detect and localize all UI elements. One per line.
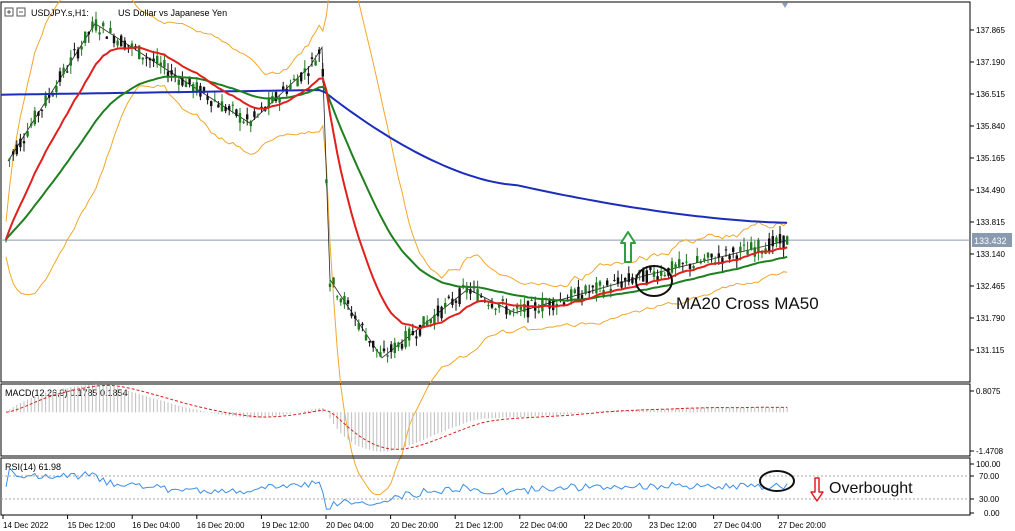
overbought-label: Overbought: [829, 480, 913, 497]
rsi-tick-100: 100.00: [976, 460, 1001, 469]
price-tick-label: 137.190: [976, 58, 1005, 67]
macd-title: MACD(12,26,9) 0.1785 0.1854: [5, 388, 128, 398]
time-label: 14 Dec 2022: [3, 521, 49, 530]
time-label: 16 Dec 04:00: [132, 521, 180, 530]
macd-panel[interactable]: MACD(12,26,9) 0.1785 0.1854 0.8075 -1.47…: [0, 383, 1004, 457]
time-label: 20 Dec 04:00: [326, 521, 374, 530]
cross-annotation: MA20 Cross MA50: [635, 265, 819, 313]
symbol-description: US Dollar vs Japanese Yen: [118, 8, 227, 18]
time-label: 19 Dec 12:00: [261, 521, 309, 530]
price-tick-label: 133.140: [976, 250, 1005, 259]
cross-circle: [635, 265, 673, 297]
time-label: 21 Dec 12:00: [455, 521, 503, 530]
macd-bottom-tick: -1.4708: [976, 447, 1004, 456]
rsi-axis: 100.00 70.00 30.00 0.00: [970, 460, 1001, 518]
rsi-panel[interactable]: RSI(14) 61.98 100.00 70.00 30.00 0.00 Ov…: [0, 457, 1001, 518]
price-axis: 137.865 137.190 136.515 135.840 135.165 134.4…: [970, 26, 1005, 355]
rsi-line: [5, 466, 788, 510]
rsi-tick-0: 0.00: [984, 509, 1000, 518]
price-tick-label: 136.515: [976, 90, 1005, 99]
macd-signal-line: [5, 384, 788, 450]
macd-histogram: [9, 383, 788, 452]
time-label: 20 Dec 20:00: [391, 521, 439, 530]
price-tick-label: 133.815: [976, 218, 1005, 227]
ma200-line: [0, 88, 788, 224]
time-label: 27 Dec 20:00: [778, 521, 826, 530]
price-tick-label: 131.115: [976, 346, 1005, 355]
time-label: 23 Dec 12:00: [649, 521, 697, 530]
rsi-title: RSI(14) 61.98: [5, 462, 61, 472]
price-tick-label: 132.465: [976, 282, 1005, 291]
bollinger-lower-band: [5, 84, 788, 496]
macd-top-tick: 0.8075: [976, 387, 1001, 396]
cross-label: MA20 Cross MA50: [676, 294, 819, 313]
ma20-line: [5, 46, 788, 330]
price-tick-label: 137.865: [976, 26, 1005, 35]
price-tick-label: 131.790: [976, 314, 1005, 323]
current-price-box: [972, 233, 1012, 247]
current-price-label: 133.432: [974, 236, 1007, 246]
arrow-up-icon: [620, 231, 636, 263]
time-axis: 14 Dec 2022 15 Dec 12:00 16 Dec 04:00 16 De…: [2, 515, 826, 530]
macd-panel-frame: [0, 383, 971, 457]
price-tick-label: 134.490: [976, 186, 1005, 195]
chart-header: USDJPY.s,H1: US Dollar vs Japanese Yen: [4, 7, 227, 18]
price-panel-frame: [0, 1, 971, 383]
time-label: 22 Dec 20:00: [584, 521, 632, 530]
bollinger-upper-band: [5, 0, 788, 288]
price-tick-label: 135.840: [976, 122, 1005, 131]
time-label: 22 Dec 04:00: [520, 521, 568, 530]
price-panel[interactable]: 137.865 137.190 136.515 135.840 135.165 134.4…: [0, 0, 1012, 496]
scroll-marker-icon[interactable]: [782, 3, 788, 8]
time-label: 15 Dec 12:00: [68, 521, 116, 530]
ma50-line: [5, 75, 788, 302]
time-label: 27 Dec 04:00: [714, 521, 762, 530]
symbol-label: USDJPY.s,H1:: [31, 8, 89, 18]
time-label: 16 Dec 20:00: [197, 521, 245, 530]
arrow-down-icon: [810, 477, 824, 502]
rsi-panel-frame: [0, 457, 971, 516]
price-tick-label: 135.165: [976, 154, 1005, 163]
rsi-tick-70: 70.00: [979, 472, 1000, 481]
overbought-circle: [759, 470, 795, 492]
rsi-tick-30: 30.00: [979, 495, 1000, 504]
